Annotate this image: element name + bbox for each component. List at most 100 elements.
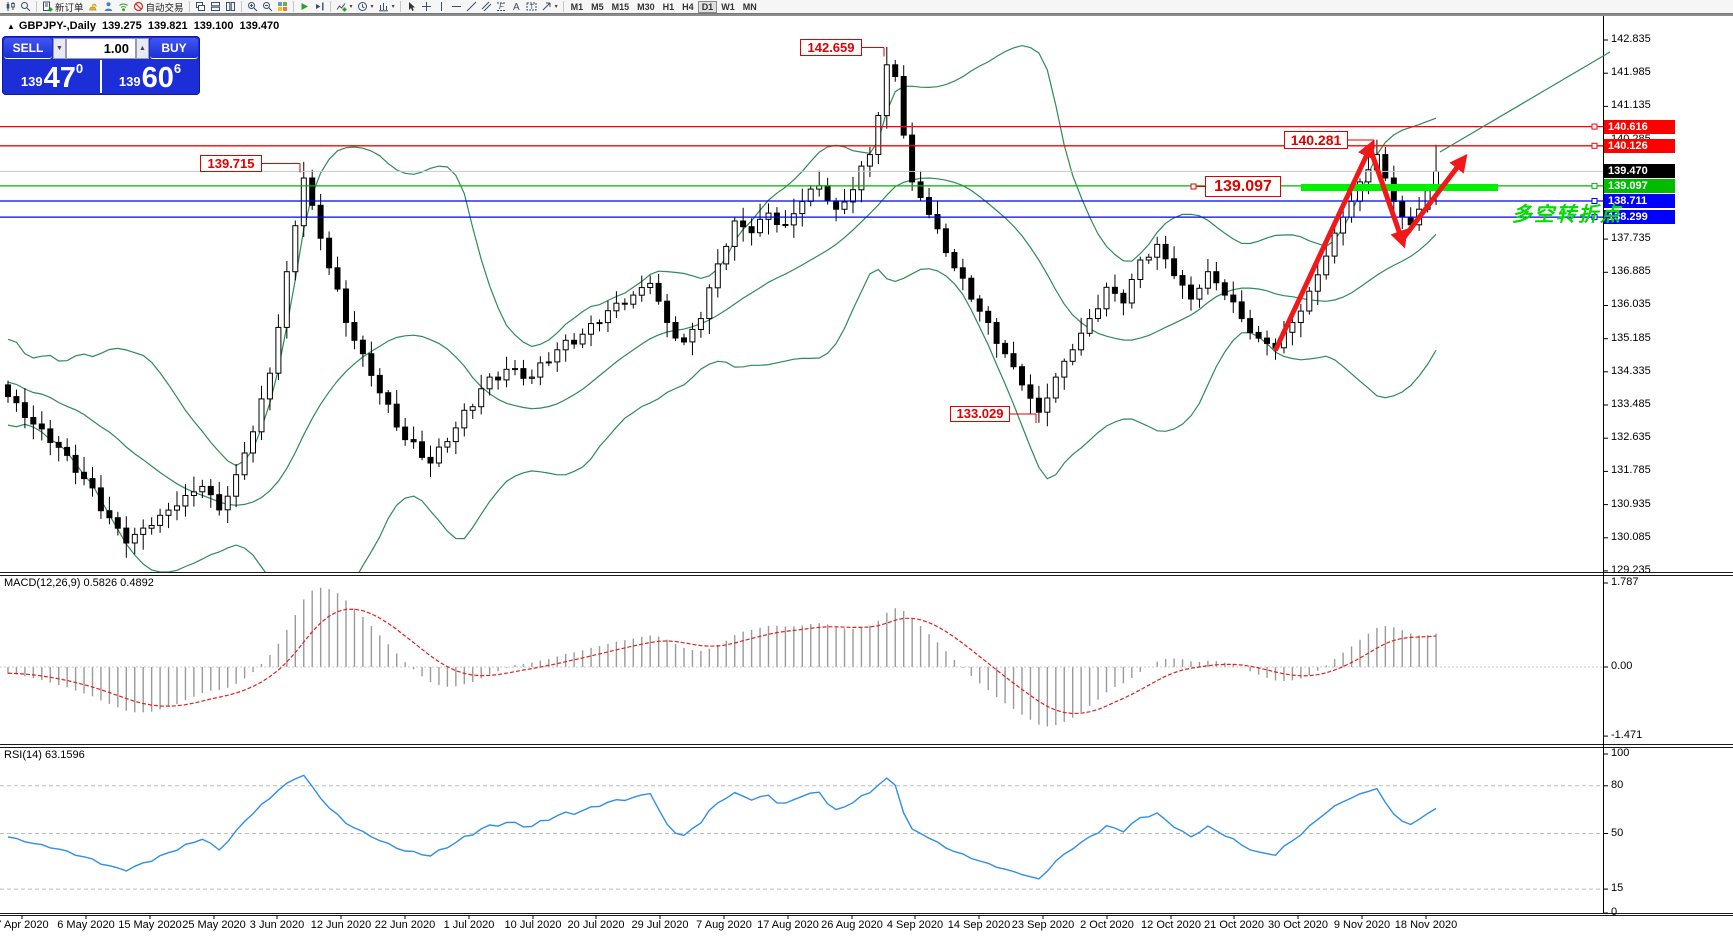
periods-menu[interactable]: ▾ <box>355 0 376 13</box>
auto-scroll-icon[interactable] <box>297 0 312 13</box>
cascade-windows-icon[interactable] <box>193 0 208 13</box>
toolbar-separator <box>240 1 242 12</box>
indicators-menu-caret-icon[interactable]: ▾ <box>349 4 353 10</box>
hline-selection-marker <box>1591 123 1598 130</box>
rsi-pane[interactable] <box>0 774 1603 890</box>
price-axis-label: 130.085 <box>1611 531 1651 543</box>
arrows-menu[interactable]: ▾ <box>539 0 560 13</box>
timeframe-button-d1[interactable]: D1 <box>697 0 718 13</box>
toolbar-separator <box>292 1 294 12</box>
timeframe-button-h4[interactable]: H4 <box>682 1 694 12</box>
label-tool[interactable]: T <box>524 0 539 13</box>
fibonacci-tool[interactable]: F <box>494 0 509 13</box>
price-axis-label: 135.185 <box>1611 332 1651 344</box>
autotrading-button[interactable]: 自动交易 <box>131 0 186 14</box>
rsi-axis-label: 0 <box>1611 906 1618 918</box>
arrows-menu-caret-icon[interactable]: ▾ <box>554 4 558 10</box>
buy-price-display[interactable]: 139 60 6 <box>102 60 198 93</box>
community-icon[interactable] <box>101 0 116 13</box>
rsi-indicator-label: RSI(14) 63.1596 <box>4 749 85 761</box>
toolbar-separator <box>399 1 401 12</box>
chart-window-icon[interactable] <box>3 0 18 13</box>
volume-up-button[interactable]: ▲ <box>136 38 149 59</box>
buy-button[interactable]: BUY <box>150 38 198 59</box>
date-axis-label: 4 Sep 2020 <box>886 919 944 931</box>
rsi-axis-label: 50 <box>1611 827 1624 839</box>
date-axis-label: 10 Jul 2020 <box>504 919 562 931</box>
templates-menu[interactable]: ▾ <box>376 0 397 13</box>
timeframe-button-w1[interactable]: W1 <box>721 1 735 12</box>
text-tool[interactable]: A <box>509 0 524 13</box>
date-axis-label: 23 Sep 2020 <box>1011 919 1075 931</box>
axis-price-box: 139.470 <box>1604 164 1675 178</box>
timeframe-button-m1[interactable]: M1 <box>570 1 584 12</box>
date-axis-label: 14 Sep 2020 <box>947 919 1011 931</box>
axis-price-box: 138.711 <box>1604 194 1675 208</box>
hline-tool[interactable] <box>449 0 464 13</box>
bollinger-middle-line <box>7 177 1437 506</box>
svg-text:T: T <box>529 4 534 11</box>
chart-shift-icon[interactable] <box>312 0 327 13</box>
hline-selection-marker <box>1591 198 1598 204</box>
ohlc-close: 139.470 <box>239 20 280 32</box>
axis-price-box: 138.299 <box>1604 210 1675 224</box>
macd-pane[interactable] <box>0 587 1603 727</box>
price-axis-label: 132.635 <box>1611 431 1651 443</box>
price-axis-label: 130.935 <box>1611 498 1651 510</box>
main-chart-pane[interactable] <box>0 44 1603 643</box>
price-annotation-label: 142.659 <box>800 39 862 56</box>
zoom-in-icon[interactable] <box>245 0 260 13</box>
sell-button[interactable]: SELL <box>4 38 52 59</box>
tile-windows-icon[interactable] <box>275 0 290 13</box>
green-support-bar <box>1301 184 1498 191</box>
periods-menu-caret-icon[interactable]: ▾ <box>370 4 374 10</box>
zoom-out-icon[interactable] <box>260 0 275 13</box>
timeframe-button-mn[interactable]: MN <box>742 1 757 12</box>
toolbar-separator <box>36 1 37 12</box>
timeframe-button-m15[interactable]: M15 <box>611 1 630 12</box>
collapse-triangle-icon[interactable]: ▲ <box>7 22 15 31</box>
trendline-tool[interactable] <box>464 0 479 13</box>
bollinger-lower-line <box>7 268 1437 572</box>
price-axis-label: 134.335 <box>1611 365 1651 377</box>
tile-vertical-icon[interactable] <box>223 0 238 13</box>
zoom-box-icon[interactable] <box>18 0 33 13</box>
date-axis-label: 9 Nov 2020 <box>1333 919 1391 931</box>
price-axis-label: 133.485 <box>1611 398 1651 410</box>
bollinger-upper-line <box>7 44 1437 467</box>
date-axis-label: 25 May 2020 <box>182 919 246 931</box>
timeframe-button-m30[interactable]: M30 <box>637 1 655 12</box>
sell-price-big: 47 <box>43 62 76 94</box>
tile-horizontal-icon[interactable] <box>208 0 223 13</box>
toolbar-separator <box>329 1 331 12</box>
hline-selection-marker <box>1591 182 1598 189</box>
channel-tool[interactable] <box>479 0 494 13</box>
symbol-period-label: GBPJPY-,Daily <box>18 20 96 32</box>
volume-input[interactable]: 1.00 <box>66 38 136 59</box>
templates-menu-caret-icon[interactable]: ▾ <box>391 4 395 10</box>
cursor-tool[interactable] <box>404 0 419 13</box>
sell-price-display[interactable]: 139 47 0 <box>4 60 100 93</box>
date-axis-label: 18 Nov 2020 <box>1394 919 1458 931</box>
date-axis-label: 6 May 2020 <box>57 919 115 931</box>
timeframe-button-m5[interactable]: M5 <box>591 1 604 12</box>
crosshair-tool[interactable] <box>419 0 434 13</box>
date-axis-label: 3 Jun 2020 <box>249 919 305 931</box>
axis-price-box: 140.126 <box>1604 139 1675 153</box>
price-divider <box>100 60 102 93</box>
vline-tool[interactable] <box>434 0 449 13</box>
indicators-menu[interactable]: ▾ <box>334 0 355 13</box>
gold-icon[interactable] <box>86 0 101 13</box>
price-annotation-label: 139.097 <box>1205 176 1281 197</box>
signals-icon[interactable] <box>116 0 131 13</box>
volume-down-button[interactable]: ▼ <box>53 38 66 59</box>
timeframe-button-h1[interactable]: H1 <box>662 1 675 12</box>
price-axis-label: 141.135 <box>1611 99 1651 111</box>
new-order-button-label: 新订单 <box>55 2 84 14</box>
buy-price-prefix: 139 <box>118 74 141 89</box>
rsi-axis-label: 15 <box>1611 882 1624 894</box>
date-axis-label: 12 Oct 2020 <box>1141 919 1201 931</box>
date-axis-label: 29 Jul 2020 <box>631 919 689 931</box>
new-order-button[interactable]: 新订单 <box>40 0 86 14</box>
